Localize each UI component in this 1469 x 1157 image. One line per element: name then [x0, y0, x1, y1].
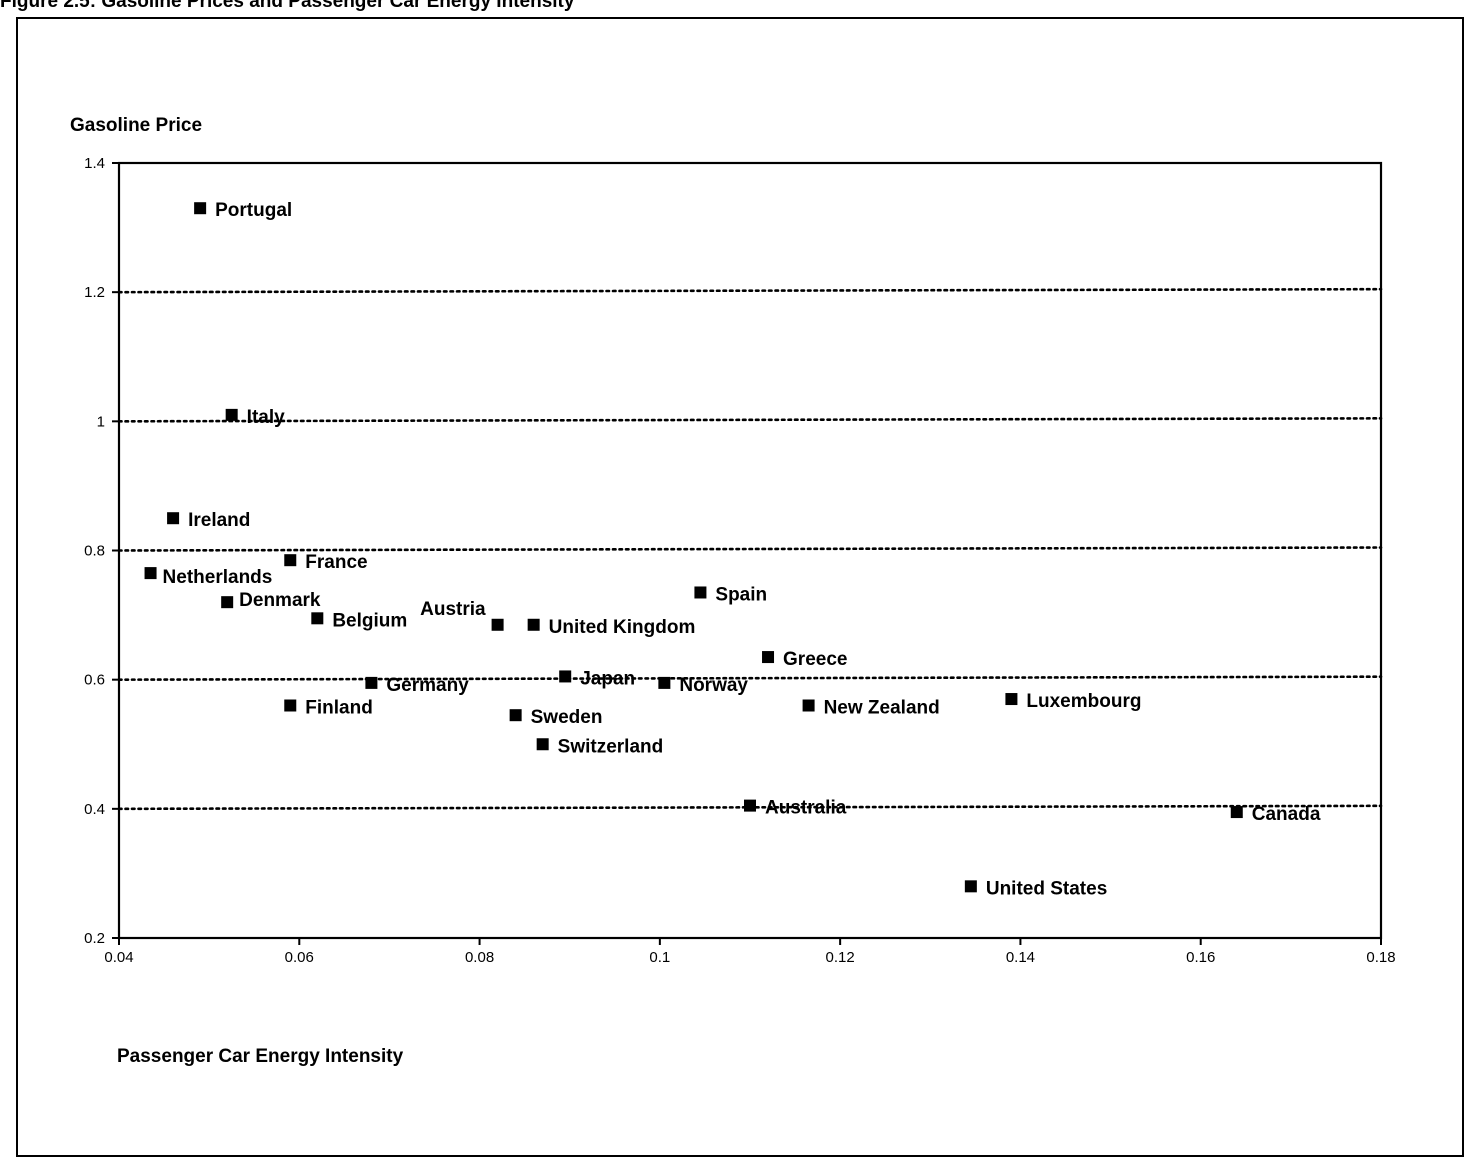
point-label-new-zealand: New Zealand: [824, 698, 940, 719]
point-label-italy: Italy: [247, 407, 285, 428]
point-label-finland: Finland: [305, 698, 373, 719]
x-tick-label: 0.06: [285, 949, 314, 966]
point-label-canada: Canada: [1252, 804, 1321, 825]
point-marker-new-zealand: [802, 699, 815, 712]
gridline: [117, 287, 1383, 294]
point-label-belgium: Belgium: [332, 610, 407, 631]
x-axis-label: Passenger Car Energy Intensity: [117, 1046, 404, 1067]
x-tick-label: 0.14: [1006, 949, 1035, 966]
point-marker-greece: [762, 651, 775, 664]
point-marker-norway: [658, 676, 671, 689]
point-label-united-states: United States: [986, 878, 1107, 899]
point-marker-austria: [491, 618, 504, 631]
gridline: [117, 546, 1383, 552]
point-label-austria: Austria: [420, 599, 486, 620]
point-marker-japan: [559, 670, 572, 683]
point-label-denmark: Denmark: [239, 590, 321, 611]
point-marker-united-states: [964, 880, 977, 893]
figure-title: Figure 2.5: Gasoline Prices and Passenge…: [0, 0, 575, 12]
y-tick-label: 0.2: [84, 930, 105, 947]
y-tick-label: 0.8: [84, 543, 105, 560]
point-marker-finland: [284, 699, 297, 712]
point-marker-netherlands: [144, 567, 157, 580]
point-marker-luxembourg: [1005, 693, 1018, 706]
y-tick-label: 1.4: [84, 155, 105, 172]
point-label-luxembourg: Luxembourg: [1026, 691, 1141, 712]
point-marker-switzerland: [536, 738, 549, 751]
gridline: [117, 417, 1383, 423]
point-marker-spain: [694, 586, 707, 599]
x-tick-label: 0.12: [826, 949, 855, 966]
gridline: [117, 675, 1383, 681]
point-marker-germany: [365, 676, 378, 689]
x-tick-label: 0.04: [104, 949, 133, 966]
point-label-australia: Australia: [765, 798, 847, 819]
point-marker-united-kingdom: [527, 618, 540, 631]
y-axis-label: Gasoline Price: [70, 115, 202, 136]
point-label-portugal: Portugal: [215, 200, 292, 221]
x-tick-label: 0.08: [465, 949, 494, 966]
point-marker-france: [284, 554, 297, 567]
tick-labels: 1.4 1.2 1 0.8 0.6 0.4 0.2 0.04 0.06 0.08 0.1 0.12 0.…: [84, 155, 1395, 966]
point-marker-canada: [1230, 806, 1243, 819]
point-label-netherlands: Netherlands: [163, 567, 273, 588]
point-marker-denmark: [221, 596, 234, 609]
point-marker-sweden: [509, 709, 522, 722]
point-label-united-kingdom: United Kingdom: [549, 617, 696, 638]
y-tick-label: 0.4: [84, 801, 105, 818]
point-marker-ireland: [167, 512, 180, 525]
gridlines: [117, 287, 1383, 811]
y-tick-label: 1.2: [84, 284, 105, 301]
point-label-switzerland: Switzerland: [558, 736, 664, 757]
y-tick-label: 0.6: [84, 672, 105, 689]
x-tick-label: 0.1: [649, 949, 670, 966]
point-label-germany: Germany: [386, 675, 469, 696]
point-label-spain: Spain: [715, 584, 767, 605]
point-marker-australia: [744, 799, 756, 812]
y-tick-label: 1: [97, 413, 105, 430]
point-label-japan: Japan: [580, 668, 635, 689]
x-tick-label: 0.16: [1186, 949, 1215, 966]
data-points: Portugal Italy Ireland Netherlands France Den…: [144, 200, 1321, 899]
point-label-ireland: Ireland: [188, 510, 250, 531]
point-label-sweden: Sweden: [531, 707, 603, 728]
point-marker-italy: [225, 408, 238, 421]
point-label-france: France: [305, 552, 367, 573]
point-marker-belgium: [311, 612, 324, 625]
point-label-norway: Norway: [679, 675, 748, 696]
point-label-greece: Greece: [783, 649, 847, 670]
point-marker-portugal: [194, 202, 207, 215]
x-tick-label: 0.18: [1366, 949, 1395, 966]
